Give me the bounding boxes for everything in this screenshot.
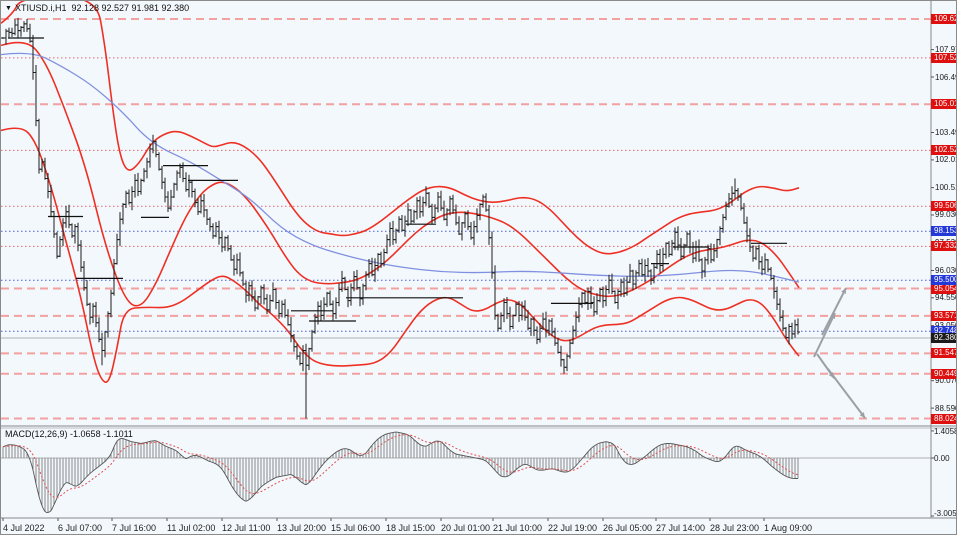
- chart-title: ▼ XTIUSD.i,H1 92.128 92.527 91.981 92.380: [5, 3, 189, 13]
- trend-projection-arrow[interactable]: [827, 368, 866, 419]
- bollinger-middle-band: [1, 41, 800, 307]
- moving-average-line: [1, 52, 800, 283]
- ohlc-close-ticks: [3, 23, 800, 368]
- symbol-timeframe-label: XTIUSD.i,H1: [14, 3, 67, 13]
- bollinger-upper-band: [1, 1, 800, 255]
- trend-projection-arrow[interactable]: [821, 287, 847, 336]
- main-pane[interactable]: [1, 1, 931, 420]
- macd-signal-line: [2, 434, 799, 499]
- trend-projection-arrow[interactable]: [813, 312, 836, 358]
- collapse-indicator-icon[interactable]: ▼: [5, 5, 12, 12]
- macd-values-label: -1.0658 -1.1011: [70, 429, 133, 439]
- macd-indicator-label: MACD(12,26,9) -1.0658 -1.1011: [5, 429, 133, 439]
- macd-name-label: MACD(12,26,9): [5, 429, 68, 439]
- macd-histogram-outline: [2, 431, 798, 513]
- bollinger-lower-band: [1, 127, 800, 383]
- ohlc-values-label: 92.128 92.527 91.981 92.380: [71, 3, 190, 13]
- arrowhead: [859, 412, 865, 418]
- macd-histogram: [2, 431, 799, 513]
- arrowhead: [841, 288, 846, 294]
- macd-pane[interactable]: [1, 431, 931, 513]
